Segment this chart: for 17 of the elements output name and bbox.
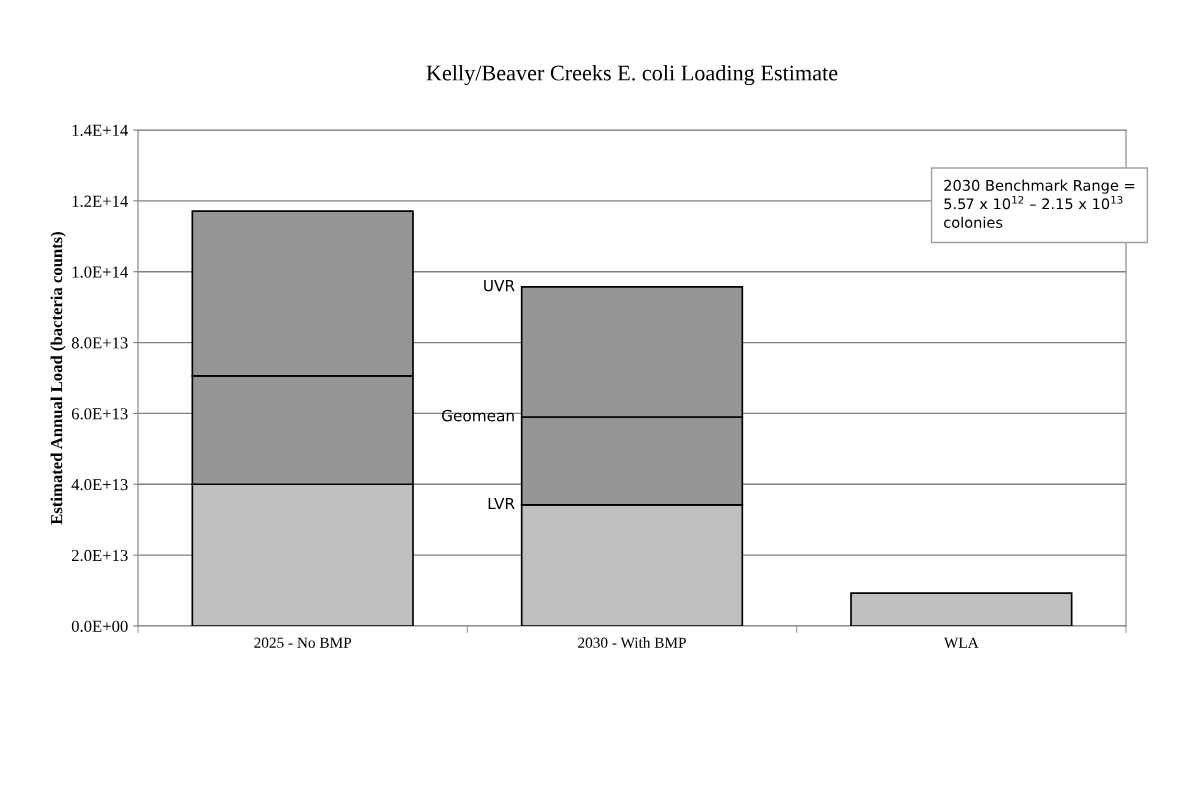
y-tick-label: 6.0E+13 [71,408,128,420]
x-tick-label: 2025 - No BMP [254,637,352,648]
y-tick-label: 0.0E+00 [71,620,128,633]
annotation: UVR [484,280,515,292]
x-tick-label: WLA [943,637,979,648]
x-tick-label: 2030 - With BMP [578,637,686,648]
y-tick-label: 2.0E+13 [71,549,128,562]
y-tick-label: 4.0E+13 [71,478,128,491]
y-tick-label: 8.0E+13 [71,337,128,349]
chart-title: Kelly/Beaver Creeks E. coli Loading Estimate [426,64,838,86]
annotation: Geomean [442,409,514,422]
y-tick-label: 1.2E+14 [72,195,129,207]
y-tick-label: 1.0E+14 [72,266,129,278]
annotation: LVR [488,497,515,510]
y-axis-title: Estimated Annual Load (bacteria counts) [50,231,66,525]
y-tick-label: 1.4E+14 [72,124,129,137]
text: 2030 Benchmark Range = 5.57 x 10$^{12}$ – 2.15 x 10$^{13}$ colonies [944,179,1135,228]
